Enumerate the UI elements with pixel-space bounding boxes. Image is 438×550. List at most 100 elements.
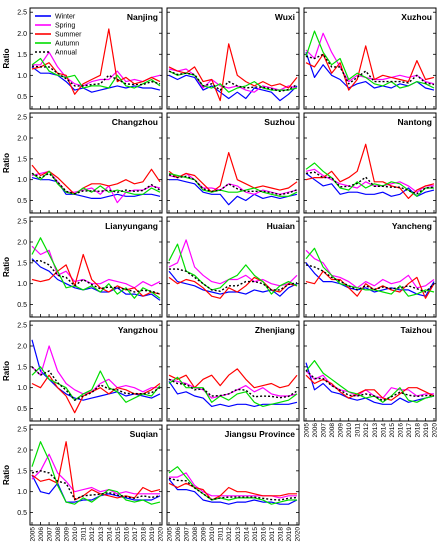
x-tick-label: 2005 (167, 527, 174, 542)
panel-suqian-title: Suqian (130, 429, 158, 439)
panel-lianyungang-frame (29, 216, 163, 318)
panel-yangzhou-series-spring (31, 345, 160, 395)
y-tick-label: 2.5 (17, 219, 27, 226)
panel-yancheng-title: Yancheng (392, 221, 432, 231)
panel-zhenjiang-series-winter (168, 381, 298, 407)
x-tick-label: 2015 (252, 527, 259, 542)
panel-wuxi-series-winter (168, 74, 298, 102)
panel-zhenjiang-frame (166, 320, 300, 422)
panel-taizhou-series-autumn (305, 360, 435, 403)
panel-changzhou-frame (29, 112, 163, 214)
x-tick-label: 2006 (38, 527, 45, 542)
panel-huaian-series-annual (169, 268, 298, 292)
panel-wuxi: Wuxi (166, 7, 300, 110)
x-tick-label: 2014 (106, 527, 113, 542)
panel-suqian-series-autumn (31, 441, 161, 505)
panel-xuzhou-frame (303, 7, 437, 110)
x-tick-label: 2020 (158, 527, 165, 542)
panel-nanjing-series-autumn (31, 57, 161, 89)
panel-nanjing: 0.5 1.0 1.5 2.0 2.5 Ratio Nanjing Winter Spring S… (2, 7, 163, 110)
panel-yangzhou-series-autumn (31, 366, 161, 403)
panel-suzhou-series-autumn (168, 172, 298, 197)
panel-jiangsu-province-frame (166, 424, 300, 526)
panel-yangzhou-title: Yangzhou (118, 325, 158, 335)
panel-xuzhou-title: Xuzhou (401, 12, 432, 22)
panel-nanjing-title: Nanjing (127, 12, 158, 22)
panel-yangzhou-series-winter (31, 339, 161, 401)
x-tick-label: 2012 (89, 527, 96, 542)
panel-nantong-series-winter (305, 172, 435, 197)
panel-suqian-series-summer (31, 441, 161, 501)
panel-huaian-series-summer (168, 276, 298, 299)
x-tick-label: 2011 (355, 423, 362, 437)
x-tick-label: 2012 (363, 423, 370, 438)
panel-yancheng-series-autumn (305, 247, 435, 297)
panel-jiangsu-province-series-annual (168, 477, 298, 501)
y-tick-label: 2.0 (17, 31, 27, 38)
legend-label-winter: Winter (55, 14, 76, 21)
x-tick-label: 2018 (414, 423, 421, 438)
y-tick-label: 1.0 (17, 385, 27, 392)
panel-zhenjiang-title: Zhenjiang (255, 325, 295, 335)
panel-changzhou-series-annual (31, 172, 161, 195)
x-tick-label: 2013 (372, 423, 379, 438)
x-tick-label: 2017 (406, 423, 413, 438)
panel-xuzhou-series-autumn (305, 30, 435, 89)
panel-suzhou-frame (166, 112, 300, 214)
x-tick-label: 2007 (321, 423, 328, 438)
panel-changzhou-title: Changzhou (112, 117, 158, 127)
y-tick-label: 2.0 (17, 344, 27, 351)
x-tick-label: 2009 (64, 527, 71, 542)
x-tick-label: 2016 (397, 423, 404, 438)
legend-label-autumn: Autumn (55, 41, 79, 48)
y-tick-label: 1.0 (17, 489, 27, 496)
y-tick-label: 0.5 (17, 94, 27, 101)
x-tick-label: 2011 (81, 527, 88, 541)
panel-lianyungang-series-summer (31, 253, 161, 297)
panel-wuxi-series-annual (168, 70, 298, 93)
panel-suzhou-series-annual (168, 174, 298, 196)
panel-zhenjiang-series-summer (168, 368, 298, 389)
y-tick-label: 1.5 (17, 364, 27, 371)
panel-xuzhou-series-annual (305, 53, 435, 86)
panel-zhenjiang-series-annual (168, 378, 298, 399)
x-tick-label: 2016 (260, 527, 267, 542)
panel-changzhou-series-summer (31, 164, 161, 195)
x-tick-label: 2005 (304, 423, 311, 438)
panel-zhenjiang-series-autumn (168, 376, 298, 407)
y-tick-label: 1.0 (17, 73, 27, 80)
x-tick-label: 2017 (132, 527, 139, 542)
y-tick-label: 0.5 (17, 406, 27, 413)
x-tick-label: 2010 (72, 527, 79, 542)
x-tick-label: 2018 (277, 527, 284, 542)
panel-taizhou-frame (303, 320, 437, 422)
panel-suzhou: Suzhou (166, 112, 300, 214)
panel-nantong-title: Nantong (398, 117, 432, 127)
panel-suqian-frame (29, 424, 163, 526)
x-tick-label: 2017 (269, 527, 276, 542)
x-tick-label: 2019 (286, 527, 293, 542)
x-tick-label: 2020 (432, 423, 438, 438)
panel-taizhou: 2005 2006 2007 2008 2009 2010 2011 2012 2013 2014… (303, 320, 438, 438)
x-tick-label: 2013 (98, 527, 105, 542)
panel-yangzhou: 0.5 1.0 1.5 2.0 2.5 Ratio Yangzhou (2, 320, 163, 422)
y-axis-label: Ratio (2, 48, 11, 68)
x-tick-label: 2008 (55, 527, 62, 542)
panel-nantong-series-spring (305, 168, 434, 193)
y-tick-label: 1.5 (17, 52, 27, 59)
y-tick-label: 0.5 (17, 198, 27, 205)
x-tick-label: 2012 (226, 527, 233, 542)
panel-huaian-series-spring (168, 239, 298, 287)
panel-changzhou: 0.5 1.0 1.5 2.0 2.5 Ratio Changzhou (2, 112, 163, 214)
panel-nantong: Nantong (303, 112, 437, 214)
x-tick-label: 2009 (338, 423, 345, 438)
x-tick-label: 2005 (30, 527, 37, 542)
panel-huaian-series-winter (168, 270, 298, 297)
x-tick-label: 2008 (329, 423, 336, 438)
x-tick-label: 2007 (184, 527, 191, 542)
panel-suzhou-series-winter (169, 179, 298, 206)
x-tick-label: 2006 (312, 423, 319, 438)
panel-zhenjiang: Zhenjiang (166, 320, 300, 422)
